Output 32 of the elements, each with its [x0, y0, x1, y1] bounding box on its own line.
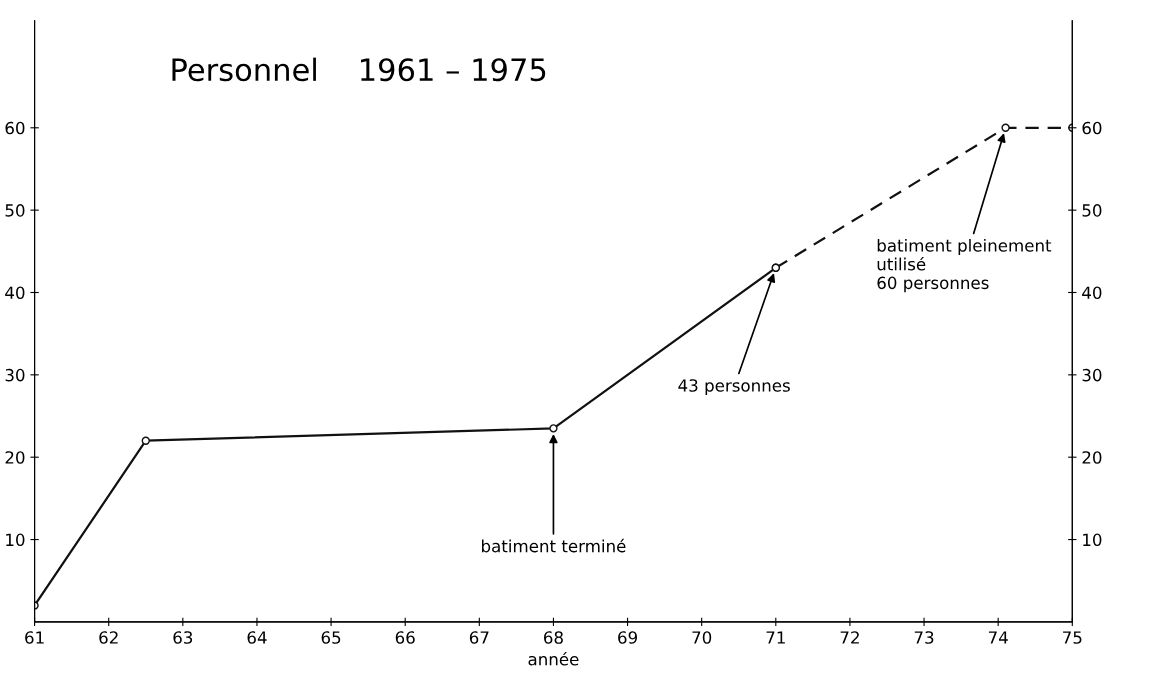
x-tick-label: 70 [692, 631, 712, 644]
annotation: batiment pleinement utilisé 60 personnes [877, 238, 1052, 293]
x-tick-label: 73 [914, 631, 934, 644]
y-tick-label: 50 [5, 204, 25, 217]
x-tick-label: 69 [618, 631, 637, 644]
x-tick-label: 62 [99, 631, 118, 644]
x-tick-label: 75 [1063, 631, 1082, 644]
annotation: batiment terminé [482, 538, 626, 553]
x-tick-label: 61 [25, 631, 44, 644]
x-tick-label: 64 [247, 631, 267, 644]
x-tick-label: 71 [766, 631, 785, 644]
x-tick-label: 72 [840, 631, 859, 644]
annotation: 43 personnes [678, 379, 790, 396]
y-tick-label: 10 [6, 533, 25, 547]
x-tick-label: 67 [469, 631, 489, 644]
y2-tick-label: 60 [1082, 121, 1102, 135]
y2-tick-label: 30 [1082, 368, 1102, 382]
x-tick-label: 68 [544, 631, 563, 644]
x-tick-label: 65 [321, 631, 341, 644]
y-tick-label: 40 [5, 286, 25, 300]
y2-tick-label: 20 [1082, 451, 1102, 464]
y-tick-label: 60 [5, 121, 25, 135]
y2-tick-label: 50 [1082, 204, 1102, 217]
x-tick-label: 74 [988, 631, 1008, 644]
y2-tick-label: 40 [1082, 286, 1102, 300]
y2-tick-label: 10 [1083, 533, 1102, 547]
x-tick-label: 66 [395, 631, 415, 644]
y-tick-label: 30 [5, 368, 25, 382]
y-tick-label: 20 [5, 451, 25, 464]
text: Personnel 1961 – 1975 [172, 57, 546, 82]
x-tick-label: 63 [173, 631, 193, 644]
x-axis-title: année [528, 651, 579, 666]
